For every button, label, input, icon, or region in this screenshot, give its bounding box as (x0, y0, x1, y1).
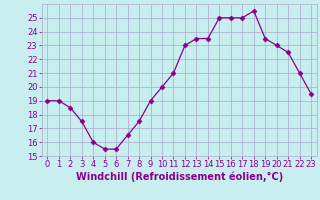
X-axis label: Windchill (Refroidissement éolien,°C): Windchill (Refroidissement éolien,°C) (76, 172, 283, 182)
